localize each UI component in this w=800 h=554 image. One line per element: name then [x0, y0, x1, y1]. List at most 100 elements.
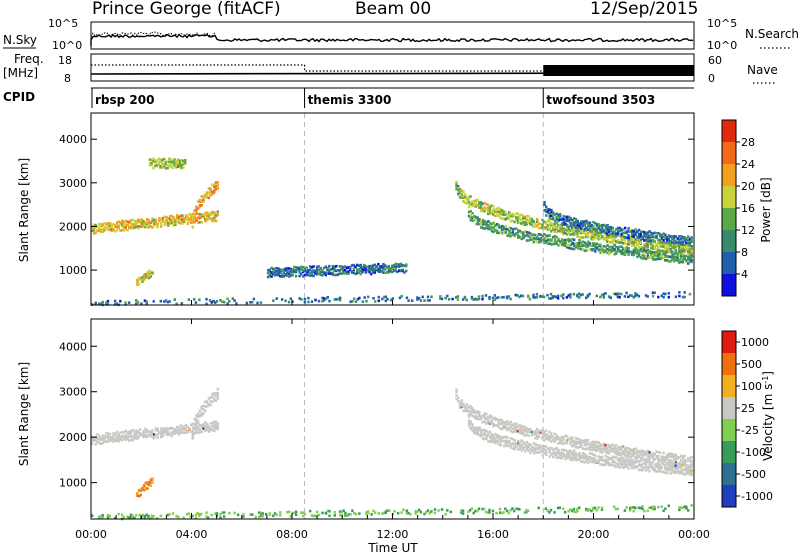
data-cell [523, 223, 527, 227]
data-cell [680, 254, 683, 258]
freq-label-line1: Freq. [14, 52, 44, 66]
data-cell [527, 434, 530, 438]
data-cell [213, 219, 216, 223]
data-cell [564, 222, 567, 226]
data-cell [131, 435, 135, 439]
data-cell [371, 271, 375, 274]
data-cell [636, 251, 639, 254]
data-cell [615, 232, 618, 235]
data-cell [518, 295, 521, 299]
data-cell [513, 227, 516, 231]
data-cell [657, 254, 660, 257]
data-cell [485, 223, 488, 227]
data-cell [478, 218, 481, 221]
data-cell [566, 245, 569, 249]
data-cell [616, 447, 620, 451]
data-cell [115, 228, 119, 232]
data-cell [550, 440, 553, 443]
data-cell [184, 424, 188, 427]
data-cell [537, 506, 540, 510]
data-cell [674, 461, 678, 464]
data-cell [569, 224, 572, 228]
data-cell [527, 231, 530, 234]
data-cell [539, 239, 543, 242]
data-cell [469, 413, 472, 416]
data-cell [646, 254, 650, 258]
data-cell [585, 222, 588, 225]
data-cell [660, 235, 664, 239]
data-cell [509, 437, 513, 440]
data-cell [138, 431, 142, 435]
data-cell [160, 218, 163, 221]
data-cell [585, 242, 588, 245]
data-cell [634, 461, 637, 464]
data-cell [249, 301, 252, 304]
data-cell [277, 267, 280, 270]
data-cell [378, 270, 382, 274]
data-cell [465, 202, 469, 205]
data-cell [117, 434, 120, 437]
data-cell [462, 196, 465, 200]
data-cell [558, 229, 562, 233]
data-cell [581, 439, 585, 443]
data-cell [629, 452, 632, 455]
data-cell [690, 260, 693, 264]
data-cell [184, 427, 188, 431]
data-cell [352, 267, 355, 271]
data-cell [494, 223, 497, 227]
data-cell [674, 471, 678, 474]
data-cell [462, 190, 465, 194]
data-cell [690, 240, 693, 243]
data-cell [662, 295, 665, 299]
data-cell [326, 272, 329, 275]
data-cell [142, 220, 145, 223]
data-cell [99, 442, 103, 446]
data-cell [196, 207, 200, 210]
data-cell [293, 270, 296, 274]
data-cell [457, 188, 460, 191]
colorbar-tick-label: -1000 [741, 490, 773, 503]
data-cell [602, 244, 606, 248]
data-cell [499, 225, 502, 229]
data-cell [627, 459, 630, 462]
data-cell [573, 238, 576, 242]
data-cell [207, 212, 211, 216]
data-cell [205, 515, 208, 518]
data-cell [688, 466, 692, 470]
data-cell [190, 213, 193, 217]
data-cell [667, 292, 670, 295]
data-cell [193, 298, 196, 301]
data-cell [632, 240, 635, 244]
data-cell [553, 213, 557, 216]
data-cell [523, 217, 527, 221]
data-cell [625, 246, 628, 249]
data-cell [384, 295, 387, 299]
data-cell [505, 295, 509, 299]
data-cell [578, 442, 581, 445]
data-cell [460, 189, 463, 192]
data-cell [573, 452, 576, 455]
data-cell [629, 238, 632, 241]
data-cell [546, 293, 549, 297]
data-cell [681, 249, 685, 253]
data-cell [644, 460, 648, 463]
data-cell [499, 230, 502, 234]
cpid-label: CPID [3, 90, 35, 104]
data-cell [485, 422, 488, 425]
data-cell [186, 222, 189, 225]
data-cell [126, 223, 129, 227]
data-cell [207, 425, 211, 428]
data-cell [600, 293, 604, 297]
data-cell [151, 271, 154, 274]
data-cell [546, 208, 550, 211]
data-cell [508, 441, 511, 444]
data-cell [574, 456, 578, 460]
data-cell [553, 453, 557, 457]
data-cell [493, 214, 497, 218]
data-cell [571, 226, 574, 230]
data-cell [469, 410, 472, 414]
data-cell [604, 247, 607, 251]
y-tick-label: 3000 [59, 386, 87, 399]
